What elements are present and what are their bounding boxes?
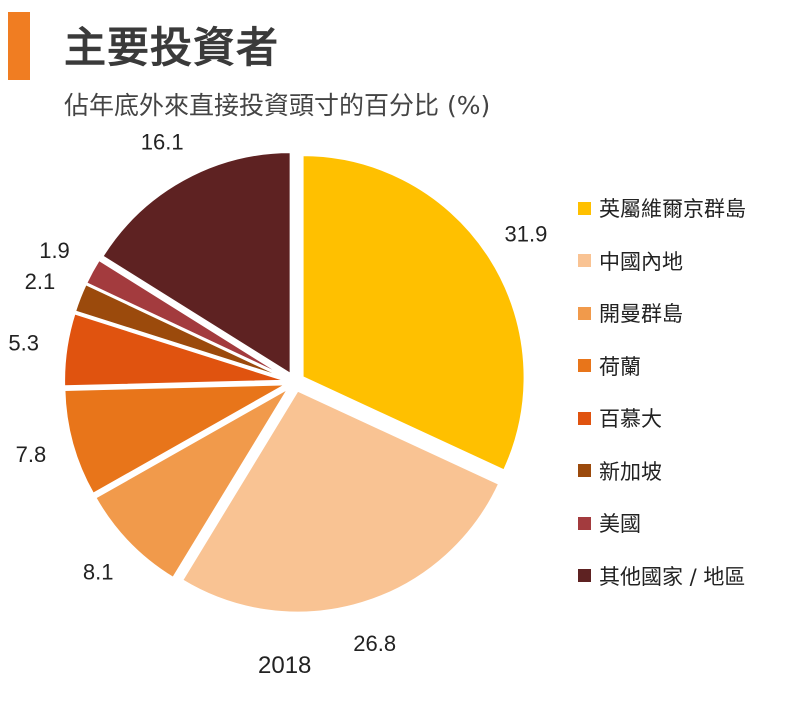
pie-slice-2 — [93, 385, 292, 580]
legend-label: 百慕大 — [599, 407, 662, 431]
legend-swatch — [578, 359, 591, 372]
legend-item-5: 新加坡 — [578, 453, 662, 489]
legend-label: 其他國家 / 地區 — [599, 564, 746, 589]
legend-item-1: 中國內地 — [578, 243, 683, 279]
chart-title: 主要投資者 — [64, 23, 280, 72]
legend-item-7: 其他國家 / 地區 — [578, 558, 745, 594]
slice-value-label-6: 1.9 — [39, 238, 70, 263]
legend-swatch — [578, 306, 591, 320]
pie-slice-4 — [63, 312, 287, 388]
title-accent-bar — [8, 12, 30, 80]
slice-value-label-0: 31.9 — [504, 222, 547, 247]
pie-slice-5 — [73, 282, 288, 380]
legend-swatch — [578, 569, 591, 582]
slice-value-label-1: 26.8 — [353, 631, 396, 656]
legend-item-4: 百慕大 — [578, 400, 662, 436]
chart-subtitle: 佔年底外來直接投資頭寸的百分比 (%) — [64, 91, 491, 120]
legend-swatch — [578, 516, 591, 530]
legend-label: 英屬維爾京群島 — [599, 197, 746, 221]
legend-swatch — [578, 201, 591, 215]
slice-value-label-7: 16.1 — [141, 129, 184, 154]
legend-item-0: 英屬維爾京群島 — [578, 190, 746, 226]
pie-slice-1 — [180, 389, 501, 614]
legend-swatch — [578, 254, 591, 267]
legend-swatch — [578, 411, 591, 425]
slice-value-label-2: 8.1 — [83, 560, 114, 585]
legend-label: 中國內地 — [599, 249, 683, 274]
legend-label: 荷蘭 — [599, 354, 641, 379]
legend-swatch — [578, 464, 591, 477]
legend-label: 新加坡 — [599, 459, 662, 484]
legend-item-6: 美國 — [578, 505, 641, 541]
slice-value-label-5: 2.1 — [25, 269, 56, 294]
legend-label: 開曼群島 — [599, 302, 683, 326]
pie-slice-3 — [63, 383, 287, 496]
year-label: 2018 — [258, 652, 312, 679]
pie-slice-7 — [101, 151, 292, 376]
legend-item-2: 開曼群島 — [578, 295, 683, 331]
slice-value-label-3: 7.8 — [16, 442, 47, 467]
pie-slice-6 — [84, 258, 288, 379]
legend-item-3: 荷蘭 — [578, 348, 641, 384]
pie-slice-0 — [301, 154, 526, 472]
legend-label: 美國 — [599, 512, 641, 536]
slice-value-label-4: 5.3 — [8, 330, 39, 355]
